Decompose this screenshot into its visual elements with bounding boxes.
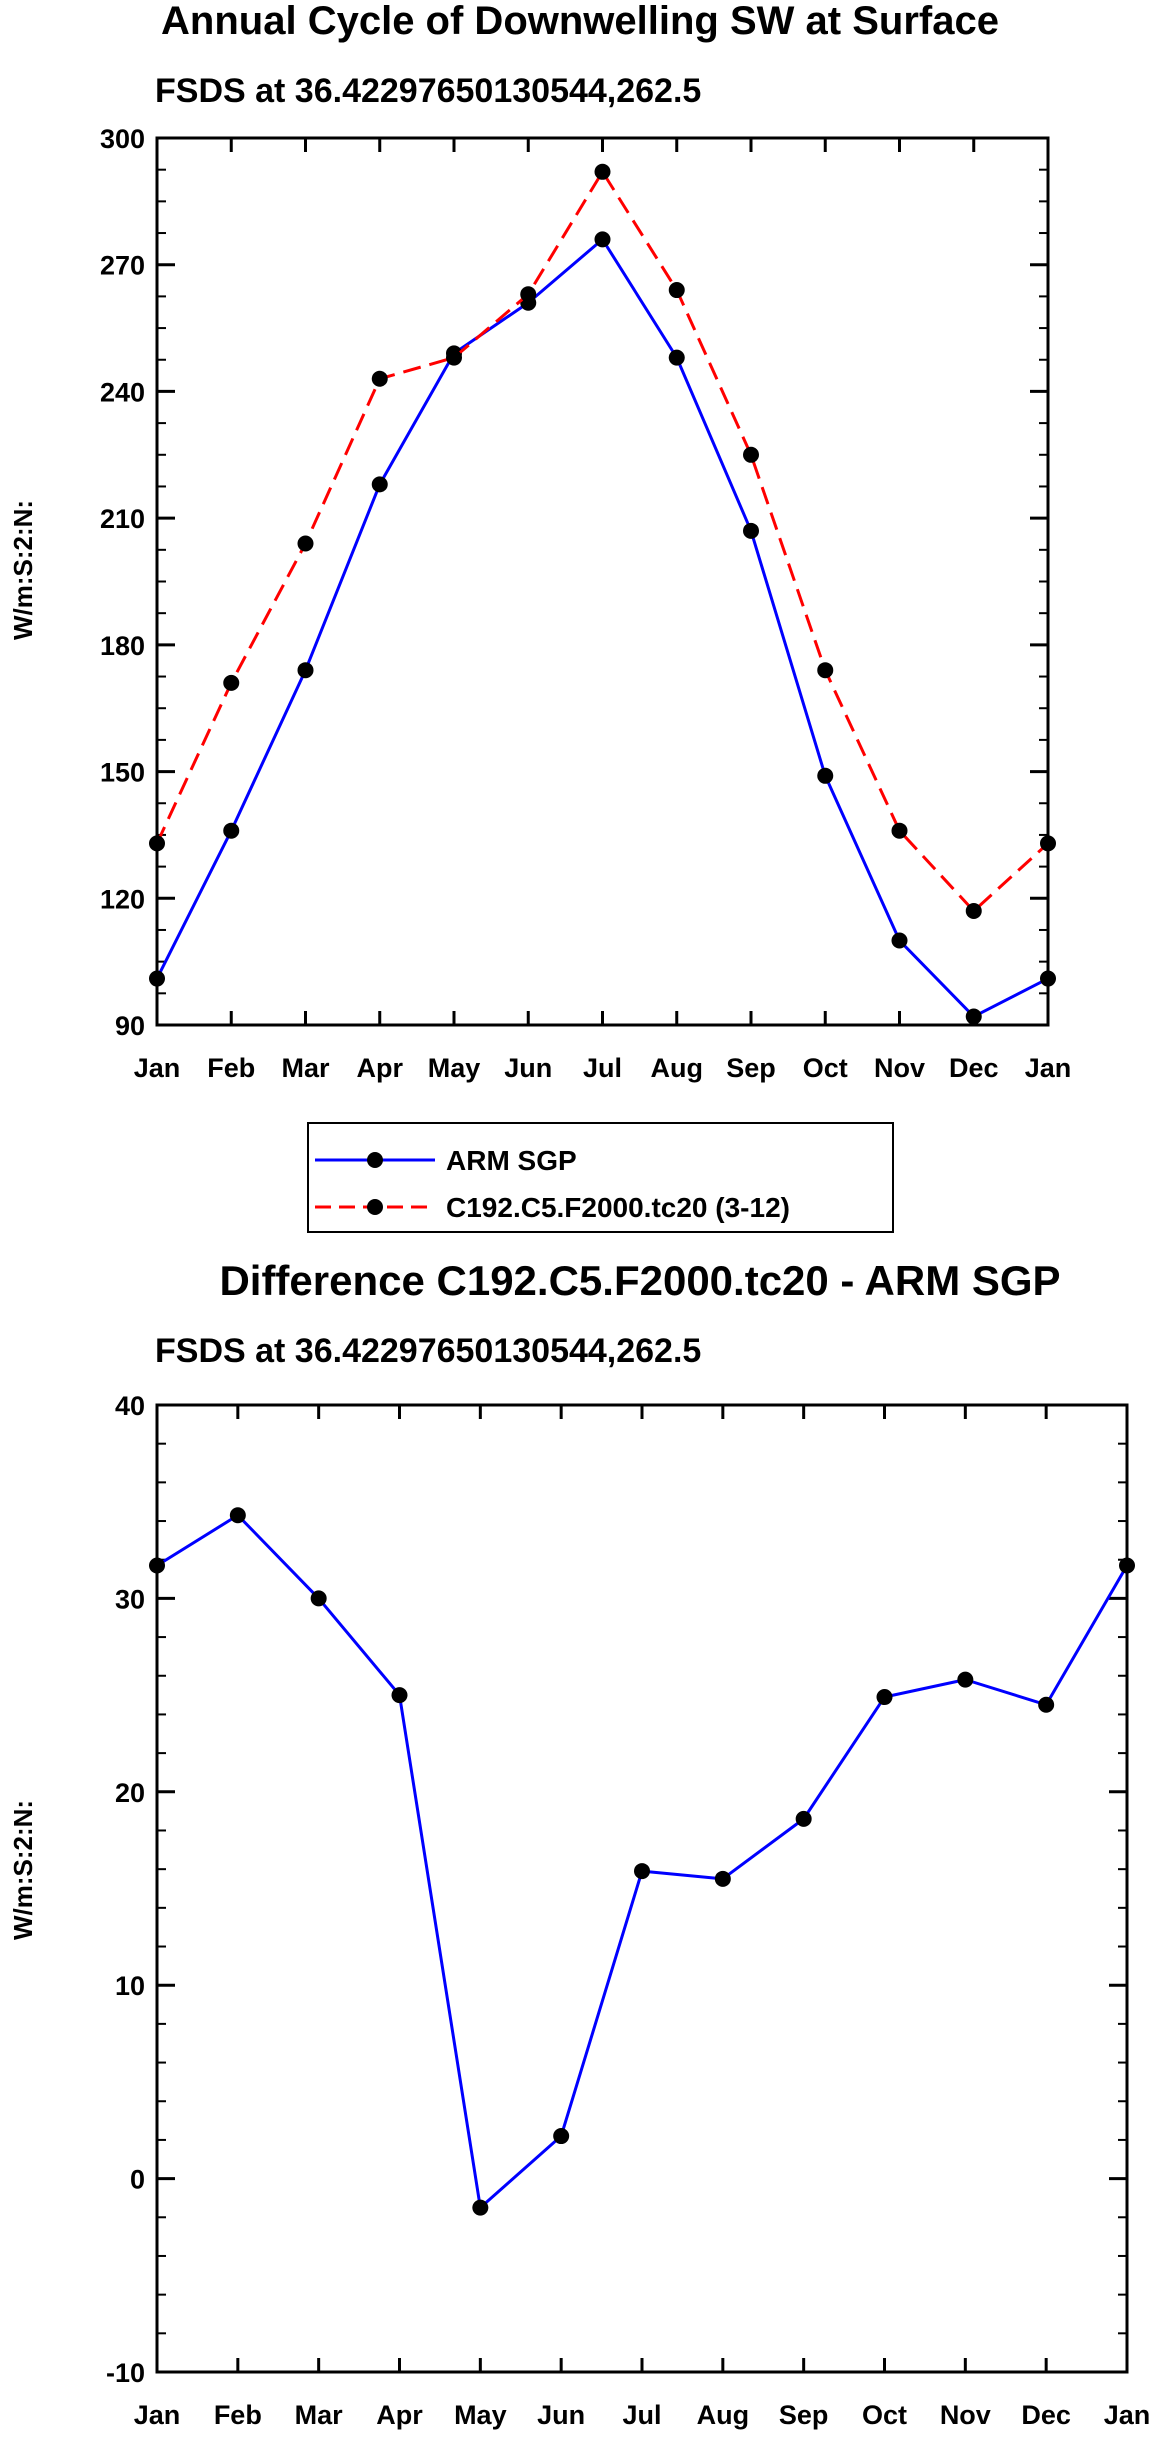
y-tick-label: 30	[115, 1584, 145, 1614]
series-line-2-1	[156, 1513, 1129, 2210]
plot-frame	[155, 1403, 1129, 2374]
y-tick-label: 10	[115, 1971, 145, 2001]
data-point	[965, 1008, 982, 1025]
data-point	[149, 970, 165, 987]
y-tick-label: 40	[115, 1391, 145, 1421]
x-tick-label: Sep	[779, 2400, 829, 2430]
x-tick-label: Jun	[504, 1053, 552, 1083]
data-point	[668, 349, 685, 366]
x-tick-label: Mar	[281, 1053, 330, 1083]
chart1-ylabel: W/m:S:2:N:	[8, 500, 38, 640]
chart2-title: Difference C192.C5.F2000.tc20 - ARM SGP	[219, 1257, 1060, 1304]
data-point	[371, 476, 388, 493]
data-point	[310, 1590, 327, 1607]
data-point	[371, 370, 388, 387]
y-tick-label: 240	[100, 377, 145, 407]
x-tick-label: Apr	[376, 2400, 423, 2430]
data-point	[876, 1689, 893, 1706]
data-point	[668, 282, 685, 299]
x-tick-label: Aug	[651, 1053, 703, 1083]
data-point	[1040, 835, 1056, 852]
legend-label-model: C192.C5.F2000.tc20 (3-12)	[446, 1192, 790, 1223]
legend-marker-model	[367, 1199, 383, 1215]
data-point	[795, 1810, 812, 1827]
data-point	[957, 1671, 974, 1688]
data-point	[472, 2199, 489, 2216]
x-tick-label: Aug	[697, 2400, 749, 2430]
data-point	[817, 662, 834, 679]
y-tick-label: 150	[100, 758, 145, 788]
data-point	[594, 163, 611, 180]
x-tick-label: Jan	[134, 2400, 181, 2430]
chart1-title: Annual Cycle of Downwelling SW at Surfac…	[161, 0, 999, 43]
data-point	[714, 1870, 731, 1887]
series-line-1-1	[155, 237, 1049, 1019]
data-point	[817, 767, 834, 784]
data-point	[223, 674, 240, 691]
x-tick-label: Nov	[940, 2400, 991, 2430]
data-point	[743, 446, 759, 463]
data-point	[149, 835, 165, 852]
x-tick-label: May	[428, 1053, 481, 1083]
data-point	[520, 286, 537, 303]
y-tick-label: 0	[130, 2165, 145, 2195]
legend-box	[307, 1122, 894, 1233]
y-tick-label: 300	[100, 124, 145, 154]
y-tick-label: 90	[115, 1011, 145, 1041]
x-tick-label: Jan	[1104, 2400, 1151, 2430]
data-point	[891, 822, 908, 839]
data-point	[965, 902, 982, 919]
y-tick-label: 120	[100, 884, 145, 914]
x-tick-label: Jul	[583, 1053, 622, 1083]
data-point	[297, 535, 314, 552]
data-point	[223, 822, 240, 839]
legend-marker-arm	[367, 1152, 383, 1168]
y-tick-label: 180	[100, 631, 145, 661]
data-point	[634, 1863, 650, 1880]
x-tick-label: Nov	[874, 1053, 925, 1083]
x-tick-label: Mar	[295, 2400, 344, 2430]
data-point	[553, 2128, 570, 2145]
data-point	[229, 1507, 246, 1524]
chart2-subtitle: FSDS at 36.42297650130544,262.5	[155, 1332, 701, 1370]
data-point	[594, 231, 611, 248]
data-point	[1119, 1557, 1135, 1574]
data-point	[743, 522, 759, 539]
x-tick-label: Sep	[726, 1053, 776, 1083]
x-tick-label: Oct	[862, 2400, 907, 2430]
x-tick-label: Jan	[134, 1053, 181, 1083]
chart2-plot: Jan Feb Mar Apr May Jun Jul Aug Sep Oct Nov Dec Jan -…	[106, 1391, 1150, 2430]
chart1-plot: Jan Feb Mar Apr May Jun Jul Aug Sep Oct Nov Dec Jan 9…	[100, 124, 1071, 1083]
x-tick-label: Apr	[357, 1053, 404, 1083]
x-tick-label: Feb	[207, 1053, 255, 1083]
y-tick-label: 270	[100, 251, 145, 281]
plot-frame	[155, 136, 1050, 1027]
data-point	[1038, 1696, 1055, 1713]
x-tick-label: Feb	[214, 2400, 262, 2430]
data-point	[1040, 970, 1056, 987]
y-tick-label: -10	[106, 2358, 145, 2388]
data-point	[446, 349, 462, 366]
x-tick-label: Oct	[803, 1053, 848, 1083]
data-point	[391, 1687, 408, 1704]
data-point	[891, 932, 908, 949]
chart2-ylabel: W/m:S:2:N:	[8, 1800, 38, 1940]
data-point	[149, 1557, 165, 1574]
x-tick-label: Jun	[537, 2400, 585, 2430]
data-point	[297, 662, 314, 679]
chart1-subtitle: FSDS at 36.42297650130544,262.5	[155, 72, 701, 110]
y-tick-label: 210	[100, 504, 145, 534]
legend-label-arm: ARM SGP	[446, 1145, 577, 1176]
series-line-1-2	[155, 170, 1050, 913]
x-tick-label: Dec	[1021, 2400, 1071, 2430]
x-tick-label: Dec	[949, 1053, 999, 1083]
x-tick-label: Jul	[622, 2400, 661, 2430]
x-tick-label: May	[454, 2400, 507, 2430]
x-tick-label: Jan	[1025, 1053, 1072, 1083]
y-tick-label: 20	[115, 1778, 145, 1808]
chart1-legend: ARM SGP C192.C5.F2000.tc20 (3-12)	[307, 1122, 894, 1233]
